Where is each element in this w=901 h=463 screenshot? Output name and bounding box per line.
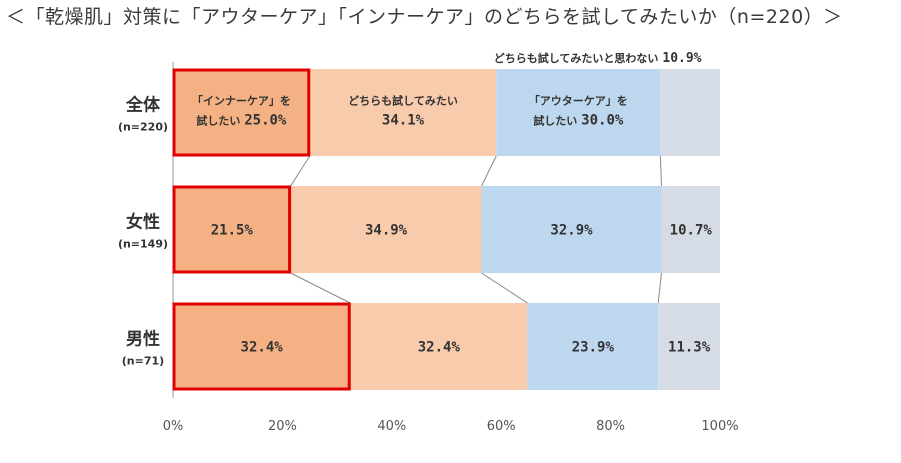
bar-segment xyxy=(350,303,528,390)
highlight-box xyxy=(172,68,311,157)
x-tick-label: 0% xyxy=(163,419,184,434)
data-label: 21.5% xyxy=(211,223,254,239)
category-n-label: (n=220) xyxy=(118,121,168,134)
x-tick-label: 100% xyxy=(701,419,738,434)
bar-segment xyxy=(660,69,720,156)
highlight-box xyxy=(172,302,351,391)
data-label: 25.0% xyxy=(244,113,287,129)
bar-segment xyxy=(173,186,291,273)
data-label: 34.9% xyxy=(365,223,408,239)
data-label-category: 「インナーケア」を xyxy=(192,94,291,108)
bar-segment xyxy=(661,186,720,273)
connector-line xyxy=(290,272,351,304)
category-n-label: (n=71) xyxy=(122,355,164,368)
bar-segment xyxy=(527,303,659,390)
connector-line xyxy=(659,155,662,187)
bar-segment xyxy=(173,69,310,156)
category-label: 男性 xyxy=(126,329,160,350)
highlight-box xyxy=(172,185,292,274)
data-label: 11.3% xyxy=(668,340,711,356)
category-label: 女性 xyxy=(126,212,160,233)
bar-segment xyxy=(173,303,351,390)
data-label: 32.9% xyxy=(550,223,593,239)
bar-segment xyxy=(481,186,662,273)
data-label-category: 「アウターケア」を xyxy=(529,94,628,108)
data-label-category: 試したい 30.0% xyxy=(533,113,624,129)
x-tick-label: 80% xyxy=(596,419,625,434)
connector-line xyxy=(481,272,528,304)
data-label: 32.4% xyxy=(241,340,284,356)
data-label-category: 試したい 25.0% xyxy=(196,113,287,129)
category-n-label: (n=149) xyxy=(118,238,168,251)
data-label: 34.1% xyxy=(382,113,425,129)
connector-line xyxy=(290,155,311,187)
category-label: 全体 xyxy=(125,95,161,116)
bar-segment xyxy=(658,303,720,390)
data-label: 23.9% xyxy=(572,340,615,356)
data-label: 10.7% xyxy=(670,223,713,239)
data-label: 10.9% xyxy=(662,51,701,66)
data-label-category: どちらも試してみたい xyxy=(348,94,458,108)
bar-segment xyxy=(309,69,497,156)
bar-segment xyxy=(290,186,482,273)
x-tick-label: 60% xyxy=(487,419,516,434)
x-tick-label: 20% xyxy=(268,419,297,434)
bar-segment xyxy=(496,69,661,156)
data-label: 30.0% xyxy=(581,113,624,129)
data-label-category: どちらも試してみたいと思わない xyxy=(494,51,659,65)
connector-line xyxy=(481,155,497,187)
data-label: 32.4% xyxy=(418,340,461,356)
chart-title: ＜「乾燥肌」対策に「アウターケア」「インナーケア」のどちらを試してみたいか（n=… xyxy=(6,6,843,28)
x-tick-label: 40% xyxy=(377,419,406,434)
connector-line xyxy=(657,272,662,304)
